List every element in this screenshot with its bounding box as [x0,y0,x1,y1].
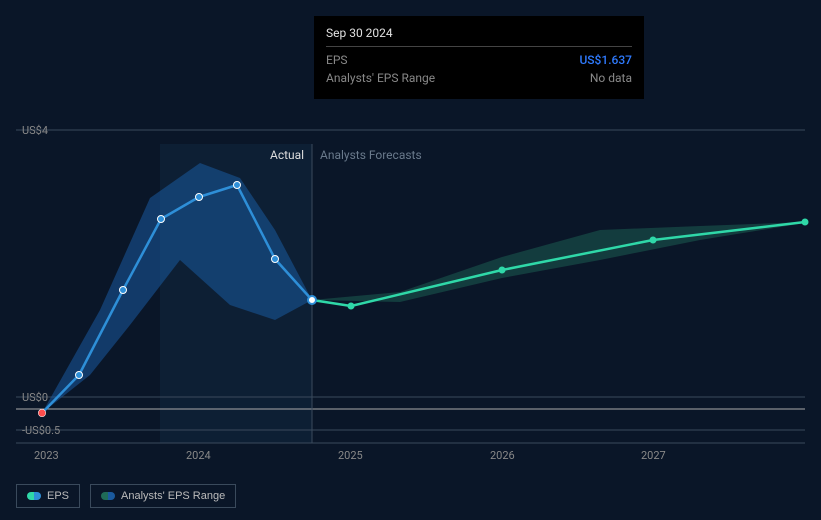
legend-label: Analysts' EPS Range [121,490,225,502]
tooltip-row: EPS US$1.637 [326,53,632,67]
y-tick-label: US$4 [22,124,48,137]
legend-item-range[interactable]: Analysts' EPS Range [90,484,236,508]
legend-label: EPS [47,490,69,502]
forecast-section-label: Analysts Forecasts [320,148,422,162]
tooltip-date: Sep 30 2024 [326,26,632,47]
chart-legend: EPS Analysts' EPS Range [16,484,236,508]
legend-swatch-icon [27,492,41,500]
x-tick-label: 2025 [338,449,363,462]
x-tick-label: 2023 [34,449,59,462]
tooltip-label: Analysts' EPS Range [326,71,435,85]
tooltip-row: Analysts' EPS Range No data [326,71,632,85]
tooltip-label: EPS [326,53,348,67]
legend-swatch-icon [101,492,115,500]
tooltip-value: US$1.637 [579,53,632,67]
y-tick-label: -US$0.5 [22,424,60,437]
chart-tooltip: Sep 30 2024 EPS US$1.637 Analysts' EPS R… [314,16,644,99]
eps-chart: US$4 US$0 -US$0.5 2023 2024 2025 2026 20… [0,0,821,520]
tooltip-value: No data [590,71,632,85]
x-tick-label: 2027 [641,449,666,462]
x-tick-label: 2026 [490,449,515,462]
actual-section-label: Actual [270,148,304,162]
legend-item-eps[interactable]: EPS [16,484,80,508]
x-tick-label: 2024 [186,449,211,462]
y-tick-label: US$0 [22,391,48,404]
